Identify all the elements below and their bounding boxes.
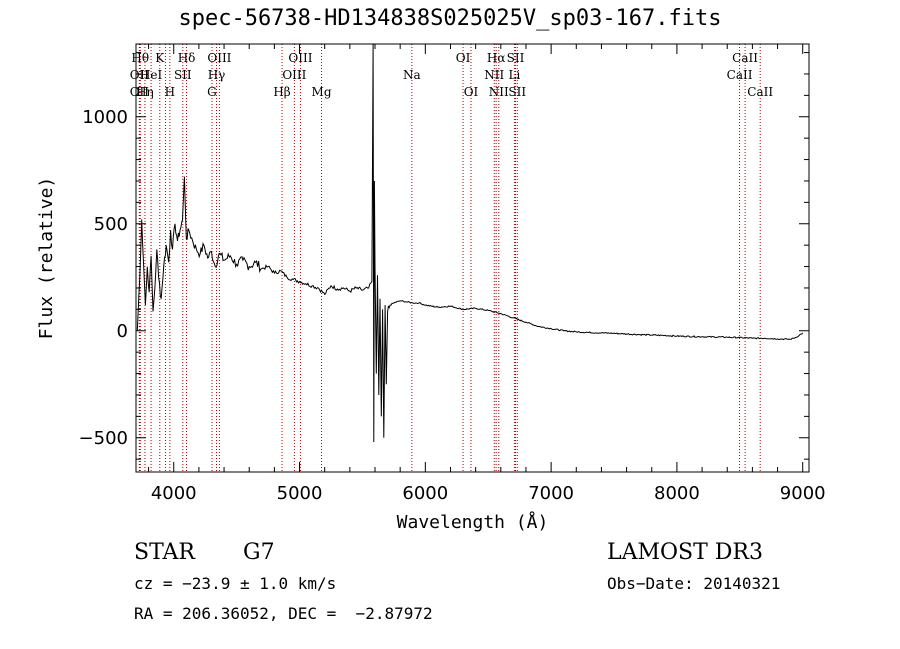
spectral-line-label: Li [508,68,520,82]
spectral-line-label: CaII [747,85,773,99]
spectral-line-label: NII [489,85,509,99]
spectral-line-label: OIII [207,51,231,65]
object-subclass: G7 [243,540,275,565]
spectral-line-label: Hα [487,51,506,65]
x-tick-label: 6000 [402,483,448,504]
x-tick-label: 7000 [528,483,574,504]
spectral-line-label: OI [464,85,479,99]
spectral-line-label: H [165,85,175,99]
x-axis-title: Wavelength (Å) [397,511,549,533]
spectral-line-label: CaII [727,68,753,82]
spectral-line-labels: HθOIIOIIHηHeIKHSIIHδGHγOIIIHβOIIIOIIIMgN… [130,51,774,99]
spectral-line-label: Hδ [178,51,196,65]
coordinates: RA = 206.36052, DEC = −2.87972 [134,604,433,623]
redshift-cz: cz = −23.9 ± 1.0 km/s [134,574,337,593]
object-type: STAR [134,540,195,565]
spectral-line-label: OIII [282,68,306,82]
y-tick-label: 500 [94,214,128,235]
spectral-line-label: CaII [732,51,758,65]
survey-name: LAMOST DR3 [607,540,763,565]
x-tick-label: 4000 [151,483,197,504]
spectral-line-label: NII [484,68,504,82]
x-tick-label: 9000 [780,483,826,504]
spectral-line-label: SII [174,68,192,82]
spectrum-series-line [136,44,804,443]
y-tick-label: 1000 [82,107,128,128]
spectral-line-label: Na [403,68,421,82]
plot-frame [135,43,810,473]
spectral-line-label: OII [130,68,150,82]
chart-title: spec-56738-HD134838S025025V_sp03-167.fit… [178,6,722,31]
spectral-line-label: OI [456,51,471,65]
x-tick-label: 5000 [277,483,323,504]
spectral-line-label: G [207,85,217,99]
spectral-line-label: Hβ [273,85,290,99]
spectral-line-label: Hγ [208,68,226,82]
spectral-line-label: SII [508,85,526,99]
spectral-line-label: OII [130,85,150,99]
y-tick-label: 0 [117,321,128,342]
spectral-line-label: K [155,51,165,65]
y-tick-label: −500 [79,428,128,449]
spectral-line-label: SII [507,51,525,65]
spectral-line-label: Hη [136,85,154,99]
axis-ticks: 4000 5000 6000 7000 8000 9000 −500 0 500 1000 [79,44,826,504]
y-axis-title: Flux (relative) [36,177,57,340]
x-tick-label: 8000 [654,483,700,504]
spectral-line-label: Hθ [131,51,149,65]
spectral-line-markers [138,44,761,472]
spectral-line-label: OIII [288,51,312,65]
spectral-line-label: HeI [140,68,163,82]
observation-date: Obs−Date: 20140321 [607,574,781,593]
spectral-line-label: Mg [312,85,332,99]
